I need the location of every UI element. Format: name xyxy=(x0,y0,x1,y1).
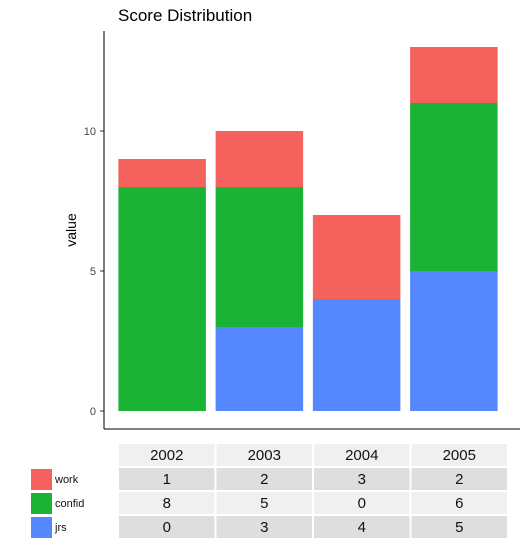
bar-jrs-2005 xyxy=(410,271,498,411)
table-cell-bg xyxy=(312,466,412,492)
legend-label-confid: confid xyxy=(55,498,84,510)
table-cell: 0 xyxy=(163,519,171,536)
legend-key-jrs xyxy=(31,517,52,538)
table-cell-bg xyxy=(117,466,217,492)
table-cell: 3 xyxy=(260,519,268,536)
y-tick-label: 0 xyxy=(90,406,96,418)
legend-key-confid xyxy=(31,493,52,514)
data-table: 2002 2003 2004 2005 1 2 3 2 8 5 0 6 0 3 4 5 xyxy=(117,442,509,540)
table-cell-bg xyxy=(312,490,412,516)
table-cell-bg xyxy=(312,442,412,468)
chart-title: Score Distribution xyxy=(118,6,252,25)
table-cell-bg xyxy=(409,442,509,468)
table-header-cell: 2004 xyxy=(345,447,378,464)
table-cell-bg xyxy=(409,466,509,492)
y-tick-label: 10 xyxy=(84,126,96,138)
bar-work-2004 xyxy=(312,215,401,299)
table-header-cell: 2005 xyxy=(443,447,476,464)
table-cell: 3 xyxy=(358,471,366,488)
table-cell-bg xyxy=(409,514,509,540)
bar-confid-2002 xyxy=(118,187,206,411)
table-cell: 5 xyxy=(260,495,268,512)
table-cell: 4 xyxy=(358,519,366,536)
bar-work-2002 xyxy=(118,159,206,187)
bar-jrs-2004 xyxy=(312,299,401,411)
table-cell: 0 xyxy=(358,495,366,512)
bars-layer xyxy=(118,47,498,411)
legend-label-work: work xyxy=(54,474,79,486)
bar-confid-2003 xyxy=(215,187,304,327)
bar-confid-2005 xyxy=(410,103,498,271)
legend-key-work xyxy=(31,469,52,490)
y-ticks-layer: 0 5 10 xyxy=(84,126,104,418)
bar-jrs-2003 xyxy=(215,327,304,411)
y-axis-title: value xyxy=(63,213,79,247)
table-header-cell: 2002 xyxy=(150,447,183,464)
bar-work-2003 xyxy=(215,131,304,187)
table-cell: 1 xyxy=(163,471,171,488)
table-cell: 8 xyxy=(163,495,171,512)
table-cell-bg xyxy=(409,490,509,516)
table-cell: 2 xyxy=(260,471,268,488)
table-cell: 6 xyxy=(455,495,463,512)
bar-work-2005 xyxy=(410,47,498,103)
table-cell-bg xyxy=(312,514,412,540)
legend-label-jrs: jrs xyxy=(54,522,67,534)
table-cell: 2 xyxy=(455,471,463,488)
y-tick-label: 5 xyxy=(90,266,96,278)
legend: work confid jrs xyxy=(31,469,84,538)
table-header-cell: 2003 xyxy=(248,447,281,464)
table-cell: 5 xyxy=(455,519,463,536)
